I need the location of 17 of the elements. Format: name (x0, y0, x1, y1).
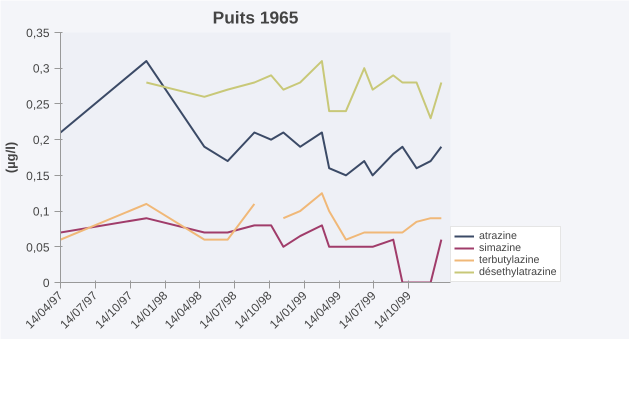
y-tick-label: 0,3 (32, 62, 50, 76)
legend-label: désethylatrazine (479, 266, 557, 278)
line-series (145, 60, 442, 120)
legend-label: terbutylazine (479, 254, 540, 266)
line-series (60, 217, 442, 282)
line-series (60, 60, 442, 176)
y-axis-title: (µg/l) (3, 142, 18, 174)
y-tick-label: 0,15 (26, 168, 50, 183)
y-tick-label: 0 (42, 276, 50, 290)
y-tick-label: 0,35 (26, 26, 50, 40)
y-tick-label: 0,05 (26, 240, 50, 254)
y-tick-label: 0,2 (32, 133, 50, 148)
legend-label: atrazine (479, 230, 517, 242)
y-tick-label: 0,25 (26, 97, 50, 112)
chart-title: Puits 1965 (212, 8, 299, 28)
y-tick-label: 0,1 (32, 204, 50, 219)
legend-label: simazine (479, 242, 522, 254)
